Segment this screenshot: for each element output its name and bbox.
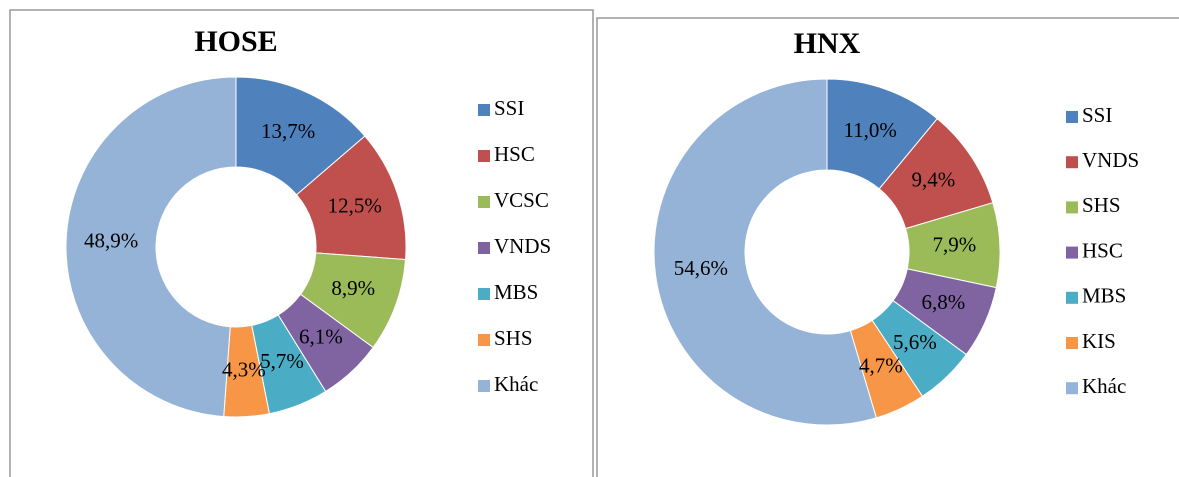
- data-label: 54,6%: [674, 256, 728, 280]
- legend-swatch: [1066, 382, 1078, 395]
- legend-label: MBS: [494, 280, 538, 304]
- legend-label: SHS: [494, 326, 533, 350]
- legend-swatch: [478, 334, 490, 346]
- legend-label: SSI: [494, 96, 524, 120]
- legend-label: VNDS: [494, 234, 551, 258]
- data-label: 48,9%: [84, 228, 138, 252]
- legend-swatch: [478, 150, 490, 162]
- donut-slice: [65, 76, 237, 418]
- legend-swatch: [1066, 201, 1078, 214]
- legend-swatch: [478, 242, 490, 254]
- legend-label: MBS: [1082, 284, 1126, 308]
- legend-swatch: [478, 196, 490, 208]
- legend-swatch: [1066, 291, 1078, 304]
- legend-label: HSC: [1082, 238, 1123, 262]
- legend-swatch: [478, 288, 490, 300]
- legend-swatch: [1066, 246, 1078, 259]
- legend-swatch: [1066, 156, 1078, 169]
- legend-swatch: [478, 104, 490, 116]
- legend-label: VNDS: [1082, 148, 1139, 172]
- legend-label: Khác: [1082, 374, 1126, 398]
- legend-swatch: [478, 380, 490, 392]
- chart-title: HNX: [794, 27, 861, 60]
- data-label: 7,9%: [933, 233, 977, 257]
- chart-title: HOSE: [194, 25, 277, 58]
- legend-swatch: [1066, 111, 1078, 123]
- data-label: 4,7%: [859, 353, 903, 377]
- data-label: 4,3%: [222, 358, 266, 382]
- legend-label: SHS: [1082, 193, 1121, 217]
- data-label: 13,7%: [261, 119, 315, 143]
- legend-label: KIS: [1082, 329, 1116, 353]
- data-label: 6,1%: [299, 325, 343, 349]
- data-label: 5,6%: [893, 330, 937, 354]
- data-label: 5,7%: [260, 349, 304, 373]
- data-label: 9,4%: [911, 167, 955, 191]
- data-label: 6,8%: [921, 290, 965, 314]
- data-label: 12,5%: [328, 194, 382, 218]
- data-label: 11,0%: [843, 118, 896, 142]
- donut-slice: [653, 78, 877, 426]
- legend-label: SSI: [1082, 103, 1112, 127]
- data-label: 8,9%: [331, 276, 375, 300]
- legend-swatch: [1066, 337, 1078, 349]
- legend-label: HSC: [494, 142, 535, 166]
- legend-label: VCSC: [494, 188, 549, 212]
- legend-label: Khác: [494, 372, 538, 396]
